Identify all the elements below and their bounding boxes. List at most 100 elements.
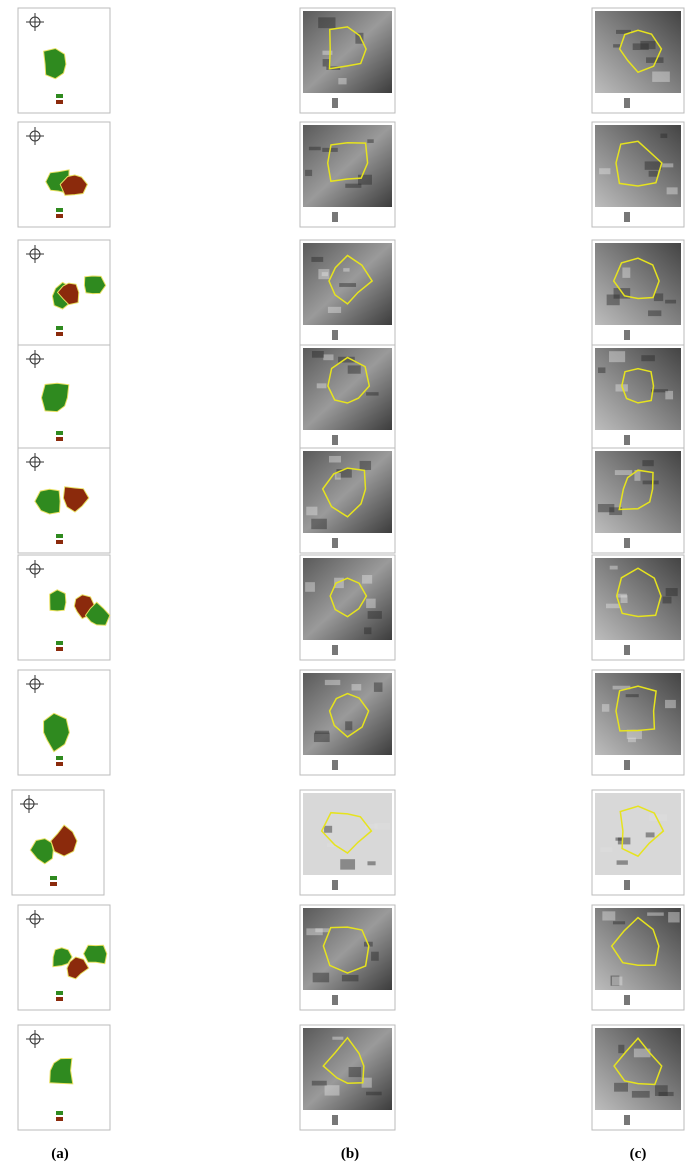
texture <box>602 911 615 920</box>
parcel <box>50 590 66 611</box>
legend-ramp <box>624 995 630 1005</box>
texture <box>602 704 609 712</box>
texture <box>366 1092 382 1096</box>
legend-swatch <box>56 100 63 104</box>
texture <box>322 51 332 55</box>
texture <box>325 1085 340 1095</box>
texture <box>642 460 653 466</box>
texture <box>615 470 632 475</box>
texture <box>649 171 658 177</box>
texture <box>364 627 371 634</box>
panel-label: (c) <box>630 1146 647 1162</box>
texture <box>332 1037 343 1040</box>
texture <box>374 823 390 829</box>
texture <box>598 367 605 373</box>
legend-swatch <box>56 641 63 645</box>
legend-swatch <box>56 540 63 544</box>
legend-ramp <box>624 538 630 548</box>
legend-ramp <box>624 98 630 108</box>
texture <box>599 168 610 174</box>
texture <box>345 184 361 188</box>
texture <box>641 355 655 361</box>
texture <box>368 611 382 619</box>
legend-swatch <box>50 882 57 886</box>
satellite-image <box>595 793 681 875</box>
figure: (a) (b) (c) <box>0 0 686 1169</box>
panels <box>12 8 684 1130</box>
texture <box>609 351 625 362</box>
texture <box>666 588 678 596</box>
texture <box>362 575 372 584</box>
texture <box>339 283 356 287</box>
legend-swatch <box>56 326 63 330</box>
texture <box>358 175 372 185</box>
texture <box>312 351 324 358</box>
parcel <box>84 945 107 963</box>
texture <box>654 293 663 301</box>
legend-swatch <box>56 534 63 538</box>
legend-ramp <box>332 880 338 890</box>
texture <box>345 721 352 730</box>
legend-swatch <box>56 1111 63 1115</box>
parcel <box>44 49 66 79</box>
satellite-image <box>595 451 681 533</box>
satellite-image <box>595 1028 681 1110</box>
texture <box>665 700 676 708</box>
texture <box>338 78 346 84</box>
texture <box>342 975 359 981</box>
texture <box>606 604 620 609</box>
texture <box>323 354 333 360</box>
texture <box>371 952 379 961</box>
texture <box>312 1081 327 1086</box>
texture <box>366 392 378 395</box>
texture <box>668 912 680 922</box>
texture <box>360 461 371 470</box>
texture <box>646 832 655 837</box>
texture <box>315 731 329 734</box>
legend-swatch <box>56 94 63 98</box>
texture <box>305 582 315 592</box>
texture <box>665 300 676 304</box>
texture <box>632 1091 650 1098</box>
panel-label: (b) <box>341 1146 359 1162</box>
texture <box>610 566 618 570</box>
texture <box>367 139 373 143</box>
legend-ramp <box>624 435 630 445</box>
texture <box>349 1067 362 1077</box>
satellite-image <box>595 243 681 325</box>
legend-swatch <box>56 332 63 336</box>
legend-ramp <box>624 330 630 340</box>
legend-ramp <box>332 995 338 1005</box>
texture <box>621 595 628 603</box>
texture <box>633 43 649 50</box>
legend-ramp <box>332 645 338 655</box>
legend-swatch <box>56 1117 63 1121</box>
satellite-image <box>303 558 392 640</box>
legend-ramp <box>624 880 630 890</box>
texture <box>374 682 383 691</box>
legend-swatch <box>56 431 63 435</box>
legend-ramp <box>332 212 338 222</box>
texture <box>612 977 622 986</box>
texture <box>367 861 375 865</box>
texture <box>662 163 673 167</box>
texture <box>328 307 341 313</box>
texture <box>614 1083 628 1092</box>
texture <box>626 694 639 697</box>
texture <box>652 72 670 82</box>
texture <box>324 826 332 833</box>
texture <box>325 680 340 685</box>
texture <box>613 44 620 47</box>
texture <box>617 860 628 864</box>
texture <box>306 507 317 516</box>
texture <box>665 391 673 399</box>
legend-ramp <box>624 212 630 222</box>
texture <box>322 272 328 276</box>
legend-ramp <box>332 435 338 445</box>
texture <box>340 859 355 869</box>
texture <box>335 473 341 480</box>
legend-ramp <box>624 760 630 770</box>
legend-swatch <box>56 756 63 760</box>
legend-ramp <box>624 1115 630 1125</box>
texture <box>663 597 672 604</box>
